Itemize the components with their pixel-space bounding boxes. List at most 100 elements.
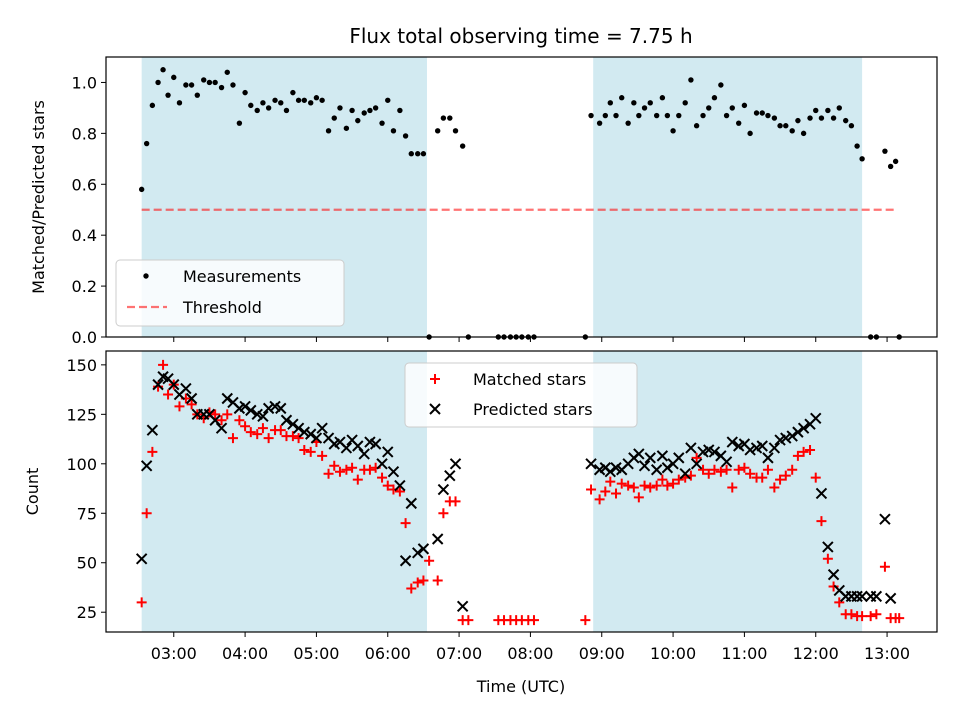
data-point [310, 432, 323, 444]
data-point [825, 107, 831, 114]
data-point [887, 163, 894, 170]
data-point [828, 581, 839, 592]
data-point [456, 600, 469, 612]
data-point [361, 110, 367, 116]
x-tick-label: 08:00 [507, 644, 553, 663]
data-point [668, 478, 679, 489]
data-point [431, 533, 444, 545]
observing-window-1 [593, 57, 863, 337]
data-point [218, 84, 225, 91]
data-point [376, 458, 388, 470]
data-point [810, 412, 822, 424]
y-tick-label: 0.0 [72, 328, 97, 347]
data-point [158, 359, 169, 370]
y-tick-label: 0.4 [72, 226, 97, 245]
data-point [400, 518, 411, 529]
data-point [194, 92, 201, 98]
data-point [639, 480, 650, 491]
data-point [415, 151, 421, 157]
bottom-panel: 25 50 75 100 125 150 03:00 04:00 05:00 06:00 07:00… [23, 350, 938, 663]
data-point [257, 423, 268, 434]
data-point [317, 450, 328, 461]
data-point [298, 426, 311, 438]
data-point [653, 112, 660, 119]
data-point [227, 433, 238, 444]
data-point [762, 464, 773, 475]
data-point [146, 424, 159, 436]
data-point [364, 464, 375, 475]
data-point [450, 496, 461, 507]
data-point [260, 100, 266, 106]
data-point [851, 590, 863, 603]
data-point [636, 112, 642, 119]
data-point [771, 115, 778, 121]
data-point [185, 392, 198, 405]
y-tick-label: 0.2 [72, 277, 97, 296]
x-tick-label: 13:00 [864, 644, 910, 663]
data-point [698, 464, 709, 475]
y-tick-label: 0.6 [72, 175, 97, 194]
data-point [827, 568, 840, 581]
top-panel: 0.0 0.2 0.4 0.6 0.8 1.0 Matched/Predicted star… [29, 56, 938, 347]
data-point [176, 100, 183, 106]
data-point [138, 186, 145, 193]
data-point [848, 123, 855, 129]
data-point [406, 583, 417, 594]
data-point [775, 474, 786, 485]
y-tick-label: 150 [66, 356, 97, 375]
data-point [798, 446, 809, 457]
y-tick-label: 0.8 [72, 124, 97, 143]
chart-title: Flux total observing time = 7.75 h [349, 24, 692, 48]
data-point [390, 128, 397, 134]
legend-box [404, 362, 638, 428]
data-point [703, 468, 714, 479]
data-point [753, 110, 760, 116]
data-point [331, 115, 337, 121]
data-point [313, 95, 320, 101]
data-point [810, 472, 821, 483]
data-point [394, 486, 405, 497]
data-point [385, 97, 391, 103]
data-point [662, 480, 673, 491]
data-point [369, 438, 382, 450]
data-point [688, 77, 694, 83]
data-point [379, 120, 385, 126]
x-tick-label: 12:00 [793, 644, 839, 663]
data-point [797, 422, 810, 434]
data-point [367, 107, 373, 114]
data-point [690, 458, 703, 470]
legend-marker-measurements [143, 273, 149, 279]
data-point [747, 130, 753, 137]
data-point [352, 440, 364, 452]
x-tick-label: 11:00 [721, 644, 767, 663]
data-point [607, 100, 614, 106]
data-point [135, 553, 148, 565]
data-point [813, 107, 819, 114]
y-axis-label: Matched/Predicted stars [29, 100, 48, 294]
data-point [183, 82, 189, 88]
data-point [295, 97, 302, 103]
data-point [651, 480, 662, 491]
data-point [700, 112, 706, 119]
data-point [140, 460, 153, 472]
data-point [842, 117, 849, 124]
data-point [854, 143, 860, 149]
data-point [349, 107, 355, 114]
data-point [664, 112, 671, 119]
data-point [424, 555, 435, 566]
data-point [709, 464, 720, 475]
data-point [434, 128, 441, 134]
data-point [275, 402, 287, 415]
data-point [180, 382, 192, 395]
data-point [168, 378, 180, 391]
data-point [865, 611, 876, 622]
data-point [633, 492, 644, 503]
data-point [741, 102, 748, 109]
y-tick-label: 25 [77, 603, 97, 622]
data-point [715, 466, 726, 477]
data-point [206, 79, 213, 86]
data-point [800, 130, 807, 137]
data-point [263, 433, 274, 444]
data-point [347, 462, 358, 473]
x-tick-label: 05:00 [293, 644, 339, 663]
